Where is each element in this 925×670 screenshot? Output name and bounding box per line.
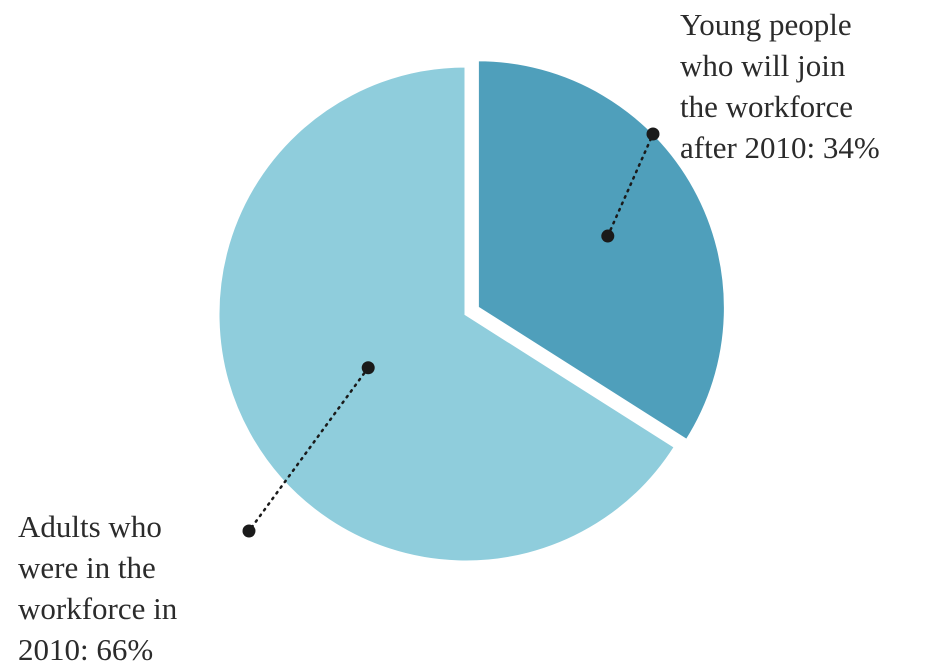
leader-line-adults <box>242 361 375 538</box>
pie-slices <box>216 58 727 564</box>
pie-slice-adults <box>216 64 678 564</box>
leader-line-young-people <box>601 127 660 243</box>
leader-lines <box>242 127 660 538</box>
slice-label-young-people: Young people who will join the workforce… <box>680 7 880 165</box>
pie-slice-young-people <box>475 58 727 443</box>
slice-label-adults: Adults who were in the workforce in 2010… <box>18 509 178 667</box>
